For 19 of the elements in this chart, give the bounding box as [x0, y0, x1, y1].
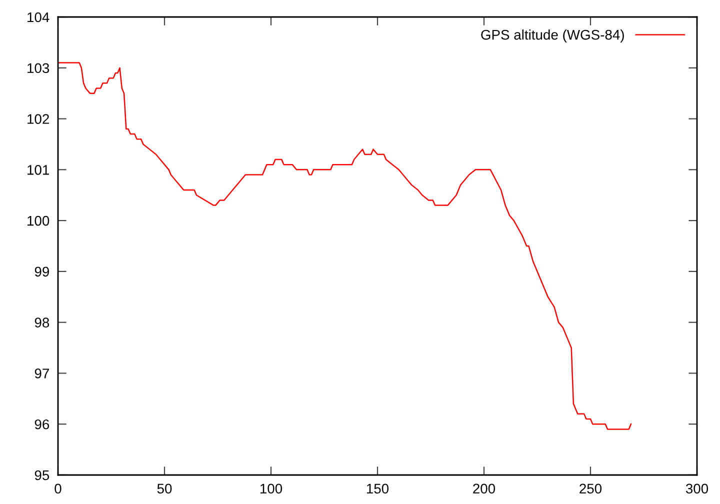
y-tick-label: 103 — [28, 63, 50, 74]
x-tick-label: 300 — [686, 484, 708, 494]
x-tick-label: 100 — [260, 484, 282, 494]
x-tick-label: 250 — [580, 484, 602, 494]
y-tick-label: 102 — [28, 114, 49, 124]
y-tick-label: 99 — [34, 266, 50, 277]
x-tick-label: 50 — [157, 484, 172, 494]
y-tick-label: 95 — [34, 470, 50, 480]
y-tick-label: 98 — [34, 318, 50, 328]
x-tick-label: 0 — [54, 484, 62, 494]
line-series — [58, 62, 632, 430]
y-tick-label: 101 — [28, 165, 49, 175]
y-tick-label: 96 — [34, 419, 50, 430]
y-tick-label: 104 — [28, 12, 50, 22]
x-tick-label: 200 — [473, 484, 496, 494]
y-tick-label: 97 — [34, 368, 49, 378]
legend-label: GPS altitude (WGS-84) — [481, 30, 624, 42]
x-tick-label: 150 — [366, 484, 389, 494]
y-tick-label: 100 — [28, 216, 50, 226]
